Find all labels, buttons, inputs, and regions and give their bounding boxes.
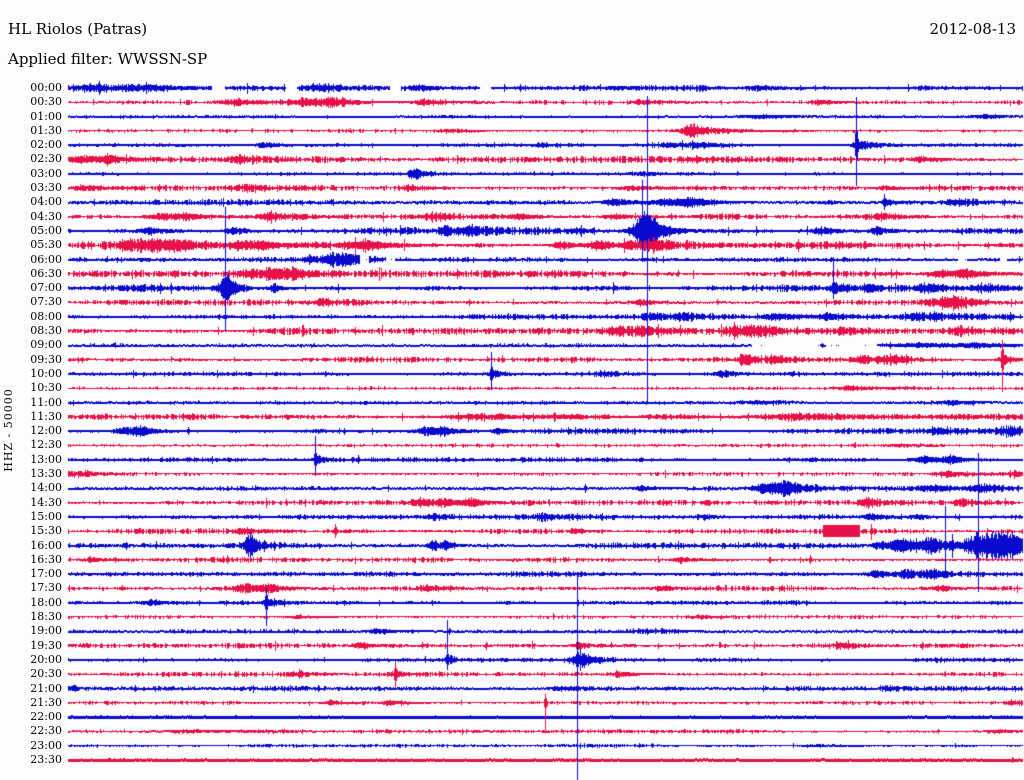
- time-label: 19:00: [30, 624, 62, 638]
- time-label: 02:00: [30, 138, 62, 152]
- time-label: 21:30: [30, 695, 62, 709]
- time-label: 18:30: [30, 610, 62, 624]
- time-label: 13:00: [30, 452, 62, 466]
- time-label: 00:30: [30, 95, 62, 109]
- time-label: 10:30: [30, 381, 62, 395]
- time-label: 19:30: [30, 638, 62, 652]
- time-label: 01:00: [30, 109, 62, 123]
- time-label: 23:30: [30, 753, 62, 766]
- y-axis-channel-scale-label: HHZ - 50000: [2, 388, 15, 472]
- time-label: 14:00: [30, 481, 62, 495]
- time-label: 09:30: [30, 352, 62, 366]
- time-label: 01:30: [30, 123, 62, 137]
- time-label: 06:00: [30, 252, 62, 266]
- date-label: 2012-08-13: [929, 20, 1016, 38]
- applied-filter-label: Applied filter: WWSSN-SP: [8, 50, 208, 68]
- time-label: 03:30: [30, 181, 62, 195]
- time-label: 18:00: [30, 595, 62, 609]
- station-title: HL Riolos (Patras): [8, 20, 148, 38]
- time-label: 04:30: [30, 209, 62, 223]
- time-label: 15:30: [30, 524, 62, 538]
- time-label: 06:30: [30, 266, 62, 280]
- time-label: 22:00: [30, 710, 62, 724]
- time-label: 08:30: [30, 324, 62, 338]
- time-label: 07:00: [30, 281, 62, 295]
- time-label: 20:00: [30, 652, 62, 666]
- time-label: 12:00: [30, 424, 62, 438]
- time-label: 13:30: [30, 467, 62, 481]
- time-label: 12:30: [30, 438, 62, 452]
- time-label: 22:30: [30, 724, 62, 738]
- time-label: 11:30: [30, 409, 62, 423]
- time-label: 11:00: [30, 395, 62, 409]
- time-label: 03:00: [30, 166, 62, 180]
- time-label: 00:00: [30, 81, 62, 94]
- time-label: 04:00: [30, 195, 62, 209]
- time-label: 05:00: [30, 223, 62, 237]
- time-label: 05:30: [30, 238, 62, 252]
- time-label: 07:30: [30, 295, 62, 309]
- time-label: 10:00: [30, 366, 62, 380]
- time-label: 02:30: [30, 152, 62, 166]
- time-label: 17:00: [30, 567, 62, 581]
- time-label: 08:00: [30, 309, 62, 323]
- time-label: 21:00: [30, 681, 62, 695]
- time-label: 09:00: [30, 338, 62, 352]
- time-label: 16:00: [30, 538, 62, 552]
- time-label: 17:30: [30, 581, 62, 595]
- time-label: 15:00: [30, 509, 62, 523]
- time-label: 20:30: [30, 667, 62, 681]
- time-label: 14:30: [30, 495, 62, 509]
- time-label: 23:00: [30, 738, 62, 752]
- time-label: 16:30: [30, 552, 62, 566]
